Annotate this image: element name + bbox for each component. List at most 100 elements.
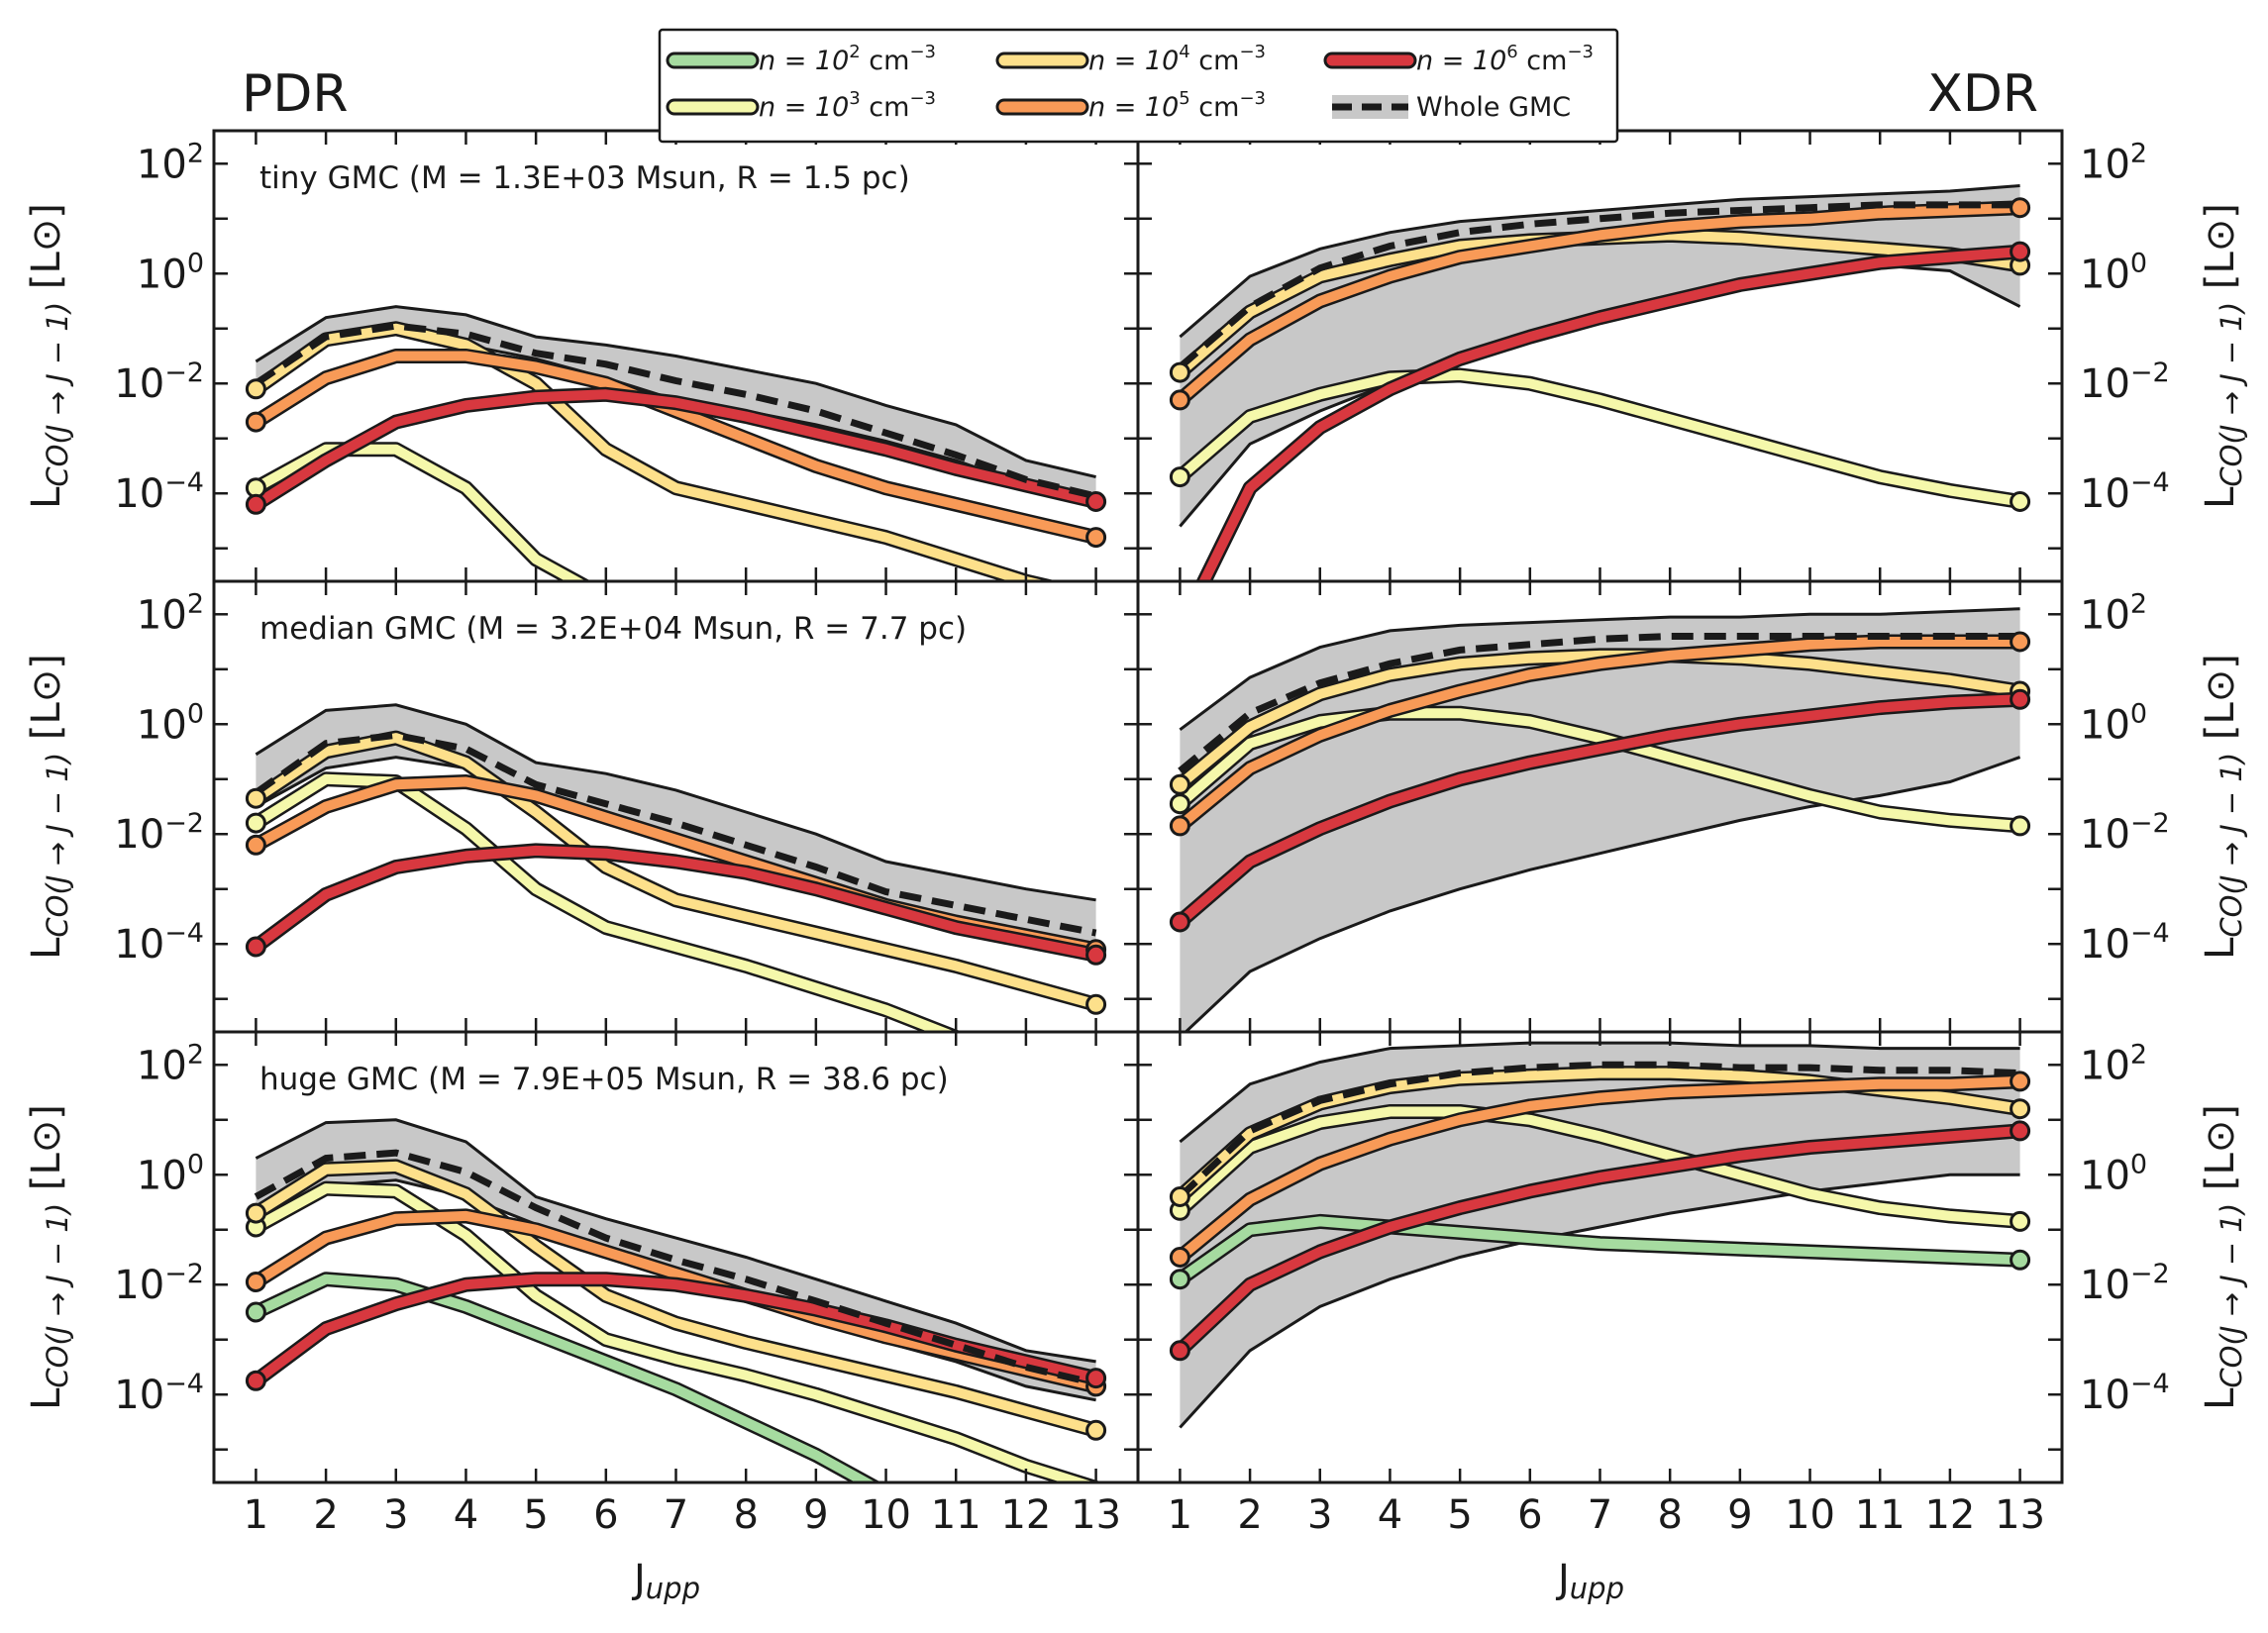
panel-title-median: median GMC (M = 3.2E+04 Msun, R = 7.7 pc… (259, 611, 967, 647)
x-tick-label: 8 (1657, 1492, 1682, 1538)
endpoint-n1e6 (245, 1370, 266, 1391)
legend-label-n1e5: n = 105 cm−3 (1088, 88, 1266, 123)
band-upper-edge (1179, 607, 2020, 732)
x-tick-label: 4 (1378, 1492, 1402, 1538)
y-tick-label: 102 (137, 588, 204, 638)
x-tick-label: 4 (454, 1492, 478, 1538)
endpoint-n1e4 (2010, 1098, 2031, 1120)
band-upper-edge (255, 703, 1096, 902)
y-tick-label: 102 (2080, 588, 2147, 638)
series-line-n1e6 (253, 845, 1097, 961)
y-tick-label: 10−2 (2080, 357, 2170, 407)
y-axis-label-right-0: LCO(J → J − 1) [L⊙] (2198, 203, 2248, 509)
panel-tiny-pdr (245, 305, 1107, 581)
x-tick-label: 10 (1785, 1492, 1835, 1538)
x-tick-label: 9 (1727, 1492, 1752, 1538)
endpoint-n1e6 (1169, 1340, 1190, 1362)
x-tick-label: 2 (1237, 1492, 1262, 1538)
legend-label-n1e6: n = 106 cm−3 (1416, 42, 1594, 76)
y-tick-label: 10−4 (2080, 467, 2170, 517)
endpoint-n1e4 (1085, 993, 1107, 1015)
endpoint-n1e5 (1169, 389, 1190, 411)
legend-label-n1e3: n = 103 cm−3 (759, 88, 936, 123)
x-tick-label: 5 (523, 1492, 548, 1538)
x-axis-label-left: Jupp (631, 1557, 700, 1605)
y-tick-label: 10−2 (114, 1259, 204, 1308)
endpoint-n1e3 (2010, 491, 2031, 512)
whole-gmc-line (1178, 1061, 2020, 1200)
band-upper-edge (255, 305, 1096, 479)
y-tick-label: 100 (137, 1149, 204, 1198)
endpoint-n1e5 (245, 1272, 266, 1292)
x-tick-label: 3 (1307, 1492, 1332, 1538)
endpoint-n1e5 (245, 834, 266, 856)
endpoint-n1e3 (2010, 815, 2031, 837)
series-line-n1e4 (253, 733, 1097, 1010)
x-tick-label: 7 (1588, 1492, 1612, 1538)
x-tick-label: 11 (1855, 1492, 1906, 1538)
endpoint-n1e3 (1169, 793, 1190, 815)
endpoint-n1e5 (1169, 1247, 1190, 1268)
x-tick-label: 3 (383, 1492, 408, 1538)
x-axis-label-right: Jupp (1555, 1557, 1624, 1605)
endpoint-n1e4 (1169, 361, 1190, 383)
x-tick-label: 5 (1447, 1492, 1472, 1538)
endpoint-n1e6 (245, 493, 266, 515)
series-line-n1e2 (1177, 1216, 2020, 1283)
y-tick-label: 10−2 (2080, 1259, 2170, 1308)
y-tick-label: 102 (2080, 1039, 2147, 1088)
panel-huge-pdr (245, 1118, 1107, 1482)
endpoint-n1e5 (1085, 527, 1107, 549)
y-tick-label: 10−4 (2080, 1369, 2170, 1418)
panel-tiny-xdr (1169, 184, 2031, 581)
endpoint-n1e5 (2010, 631, 2031, 653)
endpoint-n1e2 (1169, 1269, 1190, 1290)
endpoint-n1e6 (1085, 491, 1107, 512)
endpoint-n1e4 (1169, 1186, 1190, 1207)
series-line-n1e5 (1177, 637, 2020, 830)
endpoint-n1e4 (245, 787, 266, 809)
y-axis-label-right-1: LCO(J → J − 1) [L⊙] (2198, 654, 2248, 960)
series-line-n1e6 (1176, 1125, 2020, 1355)
x-tick-label: 1 (244, 1492, 268, 1538)
panel-median-xdr (1169, 607, 2031, 1032)
series-line-n1e4 (1177, 650, 2021, 789)
y-axis-label-right-2: LCO(J → J − 1) [L⊙] (2198, 1104, 2248, 1410)
series-line-n1e4 (253, 1161, 1097, 1436)
y-axis-label-left-0: LCO(J → J − 1) [L⊙] (24, 203, 74, 509)
endpoint-n1e5 (245, 411, 266, 433)
y-axis-label-left-2: LCO(J → J − 1) [L⊙] (24, 1104, 74, 1410)
x-tick-label: 1 (1168, 1492, 1192, 1538)
band-lower-edge (1179, 1173, 2020, 1429)
y-axis-label-left-1: LCO(J → J − 1) [L⊙] (24, 654, 74, 960)
y-tick-label: 10−4 (114, 467, 204, 517)
endpoint-n1e5 (2010, 197, 2031, 219)
series-line-n1e4 (253, 323, 1048, 581)
y-tick-label: 10−4 (114, 1369, 204, 1418)
endpoint-n1e5 (2010, 1071, 2031, 1092)
endpoint-n1e6 (1085, 1368, 1107, 1389)
y-tick-label: 102 (2080, 138, 2147, 187)
y-tick-label: 100 (2080, 248, 2147, 297)
y-tick-label: 10−2 (114, 357, 204, 407)
series-line-n1e3 (1177, 369, 2021, 507)
y-tick-label: 100 (2080, 698, 2147, 748)
endpoint-n1e4 (1085, 1419, 1107, 1441)
x-tick-label: 8 (733, 1492, 758, 1538)
plot-area (1175, 184, 2021, 581)
plot-area (1175, 607, 2021, 1032)
y-tick-label: 100 (137, 698, 204, 748)
x-tick-label: 6 (1517, 1492, 1542, 1538)
series-line-n1e5 (253, 351, 1097, 543)
y-tick-label: 102 (137, 1039, 204, 1088)
series-line-n1e6 (253, 1274, 1097, 1385)
band-upper-edge (1179, 184, 2020, 339)
panel-title-tiny: tiny GMC (M = 1.3E+03 Msun, R = 1.5 pc) (259, 160, 910, 196)
endpoint-n1e3 (245, 812, 266, 834)
series-line-n1e3 (1177, 1106, 2020, 1227)
endpoint-n1e4 (245, 1202, 266, 1224)
band-upper-edge (255, 1118, 1096, 1364)
endpoint-n1e4 (1169, 773, 1190, 795)
panel-huge-xdr (1169, 1041, 2031, 1429)
